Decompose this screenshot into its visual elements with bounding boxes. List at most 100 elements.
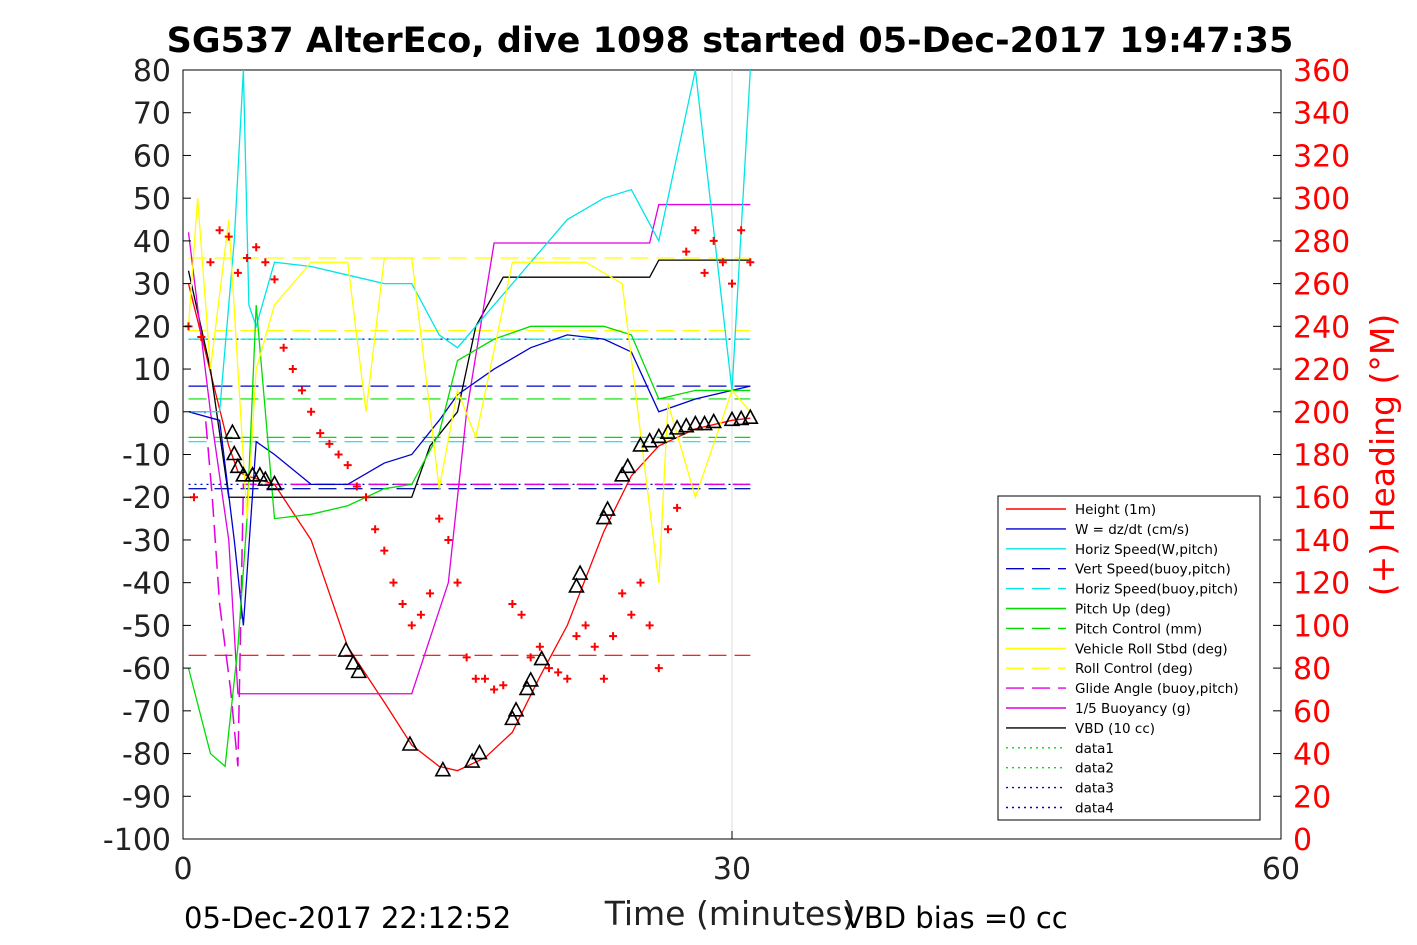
heading-point [480,674,489,683]
heading-point [526,653,535,662]
heading-point [636,578,645,587]
depth-marker [571,564,589,580]
depth-marker [723,410,741,427]
legend-box [997,495,1261,821]
right-axis-label: (+) Heading (°M) [1363,314,1402,596]
heading-point [398,600,407,609]
heading-point [654,664,663,673]
left-tick-label: 0 [152,396,171,431]
heading-point [325,439,334,448]
legend-label-data2: data2 [1075,761,1114,777]
depth-marker [463,752,481,768]
heading-point [307,407,316,416]
right-tick-label: 220 [1293,353,1350,388]
heading-point [362,493,370,502]
x-axis-label: Time (minutes) [604,894,856,933]
heading-point [279,343,288,352]
depth-marker [344,654,362,670]
legend-label-data4: data4 [1075,801,1114,817]
heading-point [490,685,499,694]
legend-label-roll_control: Roll Control (deg) [1075,661,1193,677]
heading-point [471,674,480,683]
depth-marker [266,474,283,491]
heading-point [270,275,279,284]
heading-point [663,525,672,534]
left-tick-label: 10 [133,353,171,388]
heading-point [371,525,380,534]
heading-point [627,610,636,619]
x-axis-ticks: 0 30 60 [173,831,1300,887]
x-tick-label: 60 [1262,852,1300,887]
right-tick-label: 40 [1293,738,1331,773]
heading-point [389,578,398,587]
depth-marker [568,577,585,593]
left-tick-label: 50 [133,182,171,217]
right-tick-label: 0 [1293,823,1312,858]
heading-point [343,461,352,470]
series-buoyancy [187,203,751,695]
heading-point [535,642,544,651]
heading-point [499,681,508,690]
depth-markers [224,408,759,777]
right-tick-label: 80 [1293,652,1331,687]
glide-angle-line [188,411,751,767]
heading-point [243,253,252,262]
right-tick-label: 60 [1293,695,1331,730]
footer-timestamp: 05-Dec-2017 22:12:52 [184,901,511,935]
x-tick-label: 30 [713,852,751,887]
depth-marker [732,409,750,426]
right-tick-label: 280 [1293,225,1350,260]
heading-point [728,279,736,288]
left-tick-label: 70 [133,97,171,132]
heading-point [691,226,700,235]
heading-point [407,621,416,630]
left-tick-label: -60 [122,652,171,687]
left-tick-label: 30 [133,268,171,303]
depth-marker [595,508,613,525]
heading-point [352,482,361,491]
left-tick-label: -40 [122,567,171,602]
legend-label-pitch_up: Pitch Up (deg) [1075,602,1171,618]
legend-label-data3: data3 [1075,781,1114,797]
heading-point [618,589,627,598]
legend-label-buoyancy: 1/5 Buoyancy (g) [1075,701,1191,717]
left-tick-label: -30 [122,524,171,559]
depth-marker [533,649,551,666]
legend-label-glide: Glide Angle (buoy,pitch) [1075,681,1239,697]
depth-marker [613,466,631,482]
depth-marker [471,743,488,760]
footer-vbd-bias: VBD bias =0 cc [844,901,1068,935]
heading-point [609,632,618,641]
heading-point [545,664,553,673]
depth-marker [504,709,521,726]
heading-point [252,243,261,252]
left-tick-label: -50 [122,609,171,644]
depth-marker [619,457,637,474]
heading-points [184,226,755,694]
depth-marker [599,500,616,516]
heading-point [645,621,654,630]
series-pitch_up [187,304,751,768]
depth-marker [687,414,704,431]
heading-point [746,258,755,267]
series-horiz_w [188,69,751,413]
left-tick-label: 60 [133,139,171,174]
series-lines [187,69,751,772]
right-tick-label: 340 [1293,97,1350,132]
right-axis-ticks: 0 20 40 60 80 100 120 140 160 180 200 220 240 260 280 3… [1273,54,1350,858]
heading-point [189,493,198,502]
depth-marker [518,679,536,696]
x-tick-label: 0 [173,852,192,887]
heading-point [444,535,453,544]
heading-point [261,258,270,267]
left-axis-ticks: -100-90-80-70-60-50-40-30-20-10010203040… [103,54,191,858]
right-tick-label: 240 [1293,310,1350,345]
left-tick-label: 40 [133,225,171,260]
heading-point [426,589,435,598]
heading-point [718,258,727,267]
depth-marker [705,412,723,429]
heading-point [215,226,224,235]
depth-marker [337,641,355,657]
right-tick-label: 260 [1293,268,1350,303]
